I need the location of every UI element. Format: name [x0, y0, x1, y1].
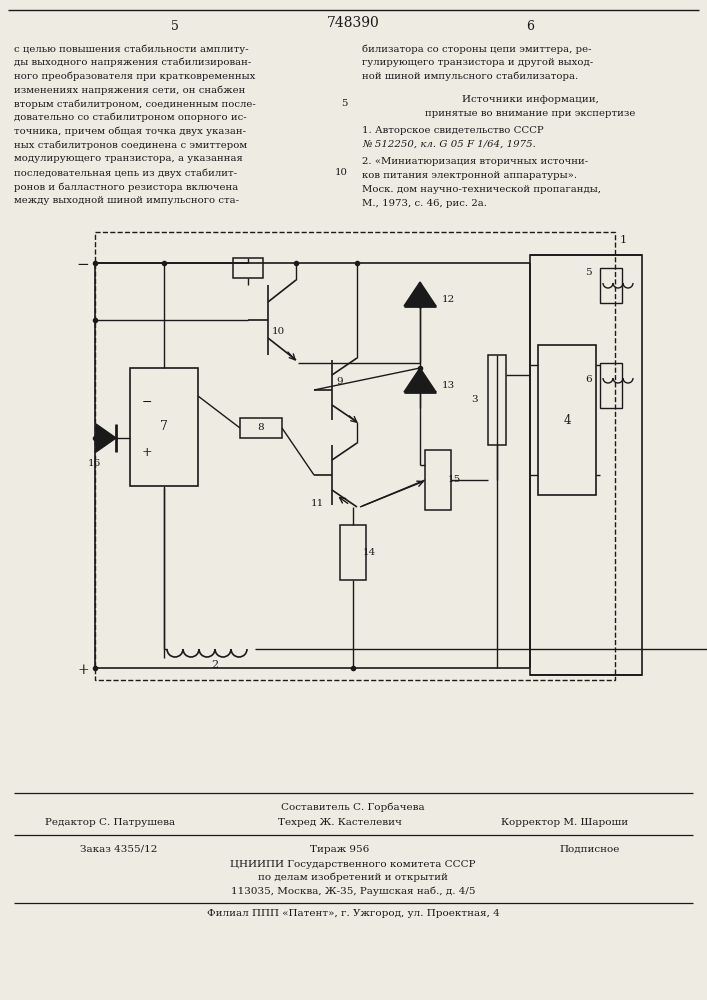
Bar — [233, 258, 263, 278]
Text: принятые во внимание при экспертизе: принятые во внимание при экспертизе — [425, 109, 635, 118]
Bar — [530, 255, 642, 675]
Text: Филиал ППП «Патент», г. Ужгород, ул. Проектная, 4: Филиал ППП «Патент», г. Ужгород, ул. Про… — [206, 909, 499, 918]
Text: 16: 16 — [88, 460, 100, 468]
Text: 6: 6 — [526, 20, 534, 33]
Text: между выходной шиной импульсного ста-: между выходной шиной импульсного ста- — [14, 196, 239, 205]
Text: М., 1973, с. 46, рис. 2а.: М., 1973, с. 46, рис. 2а. — [362, 199, 487, 208]
Text: ного преобразователя при кратковременных: ного преобразователя при кратковременных — [14, 72, 255, 81]
Text: Редактор С. Патрушева: Редактор С. Патрушева — [45, 818, 175, 827]
Text: −: − — [76, 258, 89, 272]
Text: 1. Авторское свидетельство СССР: 1. Авторское свидетельство СССР — [362, 126, 544, 135]
Text: 748390: 748390 — [327, 16, 380, 30]
Bar — [488, 355, 506, 445]
Text: модулирующего транзистора, а указанная: модулирующего транзистора, а указанная — [14, 154, 243, 163]
Text: 4: 4 — [563, 414, 571, 426]
Text: 1: 1 — [619, 235, 626, 245]
Bar — [130, 368, 198, 486]
Text: ды выходного напряжения стабилизирован-: ды выходного напряжения стабилизирован- — [14, 58, 251, 67]
Bar — [600, 363, 622, 408]
Text: 7: 7 — [160, 420, 168, 434]
Text: +: + — [77, 663, 89, 677]
Text: 5: 5 — [341, 99, 348, 108]
Bar — [425, 450, 451, 510]
Text: 12: 12 — [442, 296, 455, 304]
Polygon shape — [96, 424, 116, 452]
Text: 3: 3 — [472, 395, 478, 404]
Text: ной шиной импульсного стабилизатора.: ной шиной импульсного стабилизатора. — [362, 72, 578, 81]
Text: Техред Ж. Кастелевич: Техред Ж. Кастелевич — [278, 818, 402, 827]
Bar — [240, 418, 282, 438]
Bar — [538, 345, 596, 495]
Text: Заказ 4355/12: Заказ 4355/12 — [80, 845, 158, 854]
Text: 10: 10 — [335, 168, 348, 177]
Polygon shape — [404, 282, 436, 306]
Text: по делам изобретений и открытий: по делам изобретений и открытий — [258, 873, 448, 882]
Text: ных стабилитронов соединена с эмиттером: ных стабилитронов соединена с эмиттером — [14, 141, 247, 150]
Text: 9: 9 — [337, 377, 344, 386]
Text: Корректор М. Шароши: Корректор М. Шароши — [501, 818, 629, 827]
Text: вторым стабилитроном, соединенным после-: вторым стабилитроном, соединенным после- — [14, 99, 256, 109]
Bar — [340, 525, 366, 580]
Text: ков питания электронной аппаратуры».: ков питания электронной аппаратуры». — [362, 171, 577, 180]
Text: 6: 6 — [585, 375, 592, 384]
Text: гулирующего транзистора и другой выход-: гулирующего транзистора и другой выход- — [362, 58, 593, 67]
Text: 8: 8 — [257, 424, 264, 432]
Text: 15: 15 — [448, 476, 461, 485]
Text: Тираж 956: Тираж 956 — [310, 845, 370, 854]
Text: изменениях напряжения сети, он снабжен: изменениях напряжения сети, он снабжен — [14, 85, 245, 95]
Text: точника, причем общая точка двух указан-: точника, причем общая точка двух указан- — [14, 127, 246, 136]
Text: последовательная цепь из двух стабилит-: последовательная цепь из двух стабилит- — [14, 168, 237, 178]
Text: 113035, Москва, Ж-35, Раушская наб., д. 4/5: 113035, Москва, Ж-35, Раушская наб., д. … — [230, 886, 475, 896]
Text: 5: 5 — [171, 20, 179, 33]
Text: с целью повышения стабильности амплиту-: с целью повышения стабильности амплиту- — [14, 44, 249, 53]
Text: +: + — [142, 446, 153, 459]
Text: Составитель С. Горбачева: Составитель С. Горбачева — [281, 803, 425, 812]
Text: ронов и балластного резистора включена: ронов и балластного резистора включена — [14, 182, 238, 192]
Text: Источники информации,: Источники информации, — [462, 95, 598, 104]
Text: билизатора со стороны цепи эмиттера, ре-: билизатора со стороны цепи эмиттера, ре- — [362, 44, 592, 53]
Text: Моск. дом научно-технической пропаганды,: Моск. дом научно-технической пропаганды, — [362, 185, 601, 194]
Text: 2. «Миниатюризация вторичных источни-: 2. «Миниатюризация вторичных источни- — [362, 157, 588, 166]
Text: −: − — [142, 396, 153, 409]
Bar — [600, 268, 622, 303]
Text: 14: 14 — [363, 548, 375, 557]
Text: ЦНИИПИ Государственного комитета СССР: ЦНИИПИ Государственного комитета СССР — [230, 860, 476, 869]
Text: довательно со стабилитроном опорного ис-: довательно со стабилитроном опорного ис- — [14, 113, 247, 122]
Text: 10: 10 — [271, 328, 285, 336]
Text: 13: 13 — [442, 381, 455, 390]
Bar — [95, 232, 615, 680]
Polygon shape — [404, 368, 436, 392]
Text: № 512250, кл. G 05 F 1/64, 1975.: № 512250, кл. G 05 F 1/64, 1975. — [362, 140, 536, 149]
Text: Подписное: Подписное — [560, 845, 620, 854]
Text: 5: 5 — [585, 268, 592, 277]
Text: 11: 11 — [311, 498, 324, 508]
Text: 2: 2 — [211, 660, 218, 670]
